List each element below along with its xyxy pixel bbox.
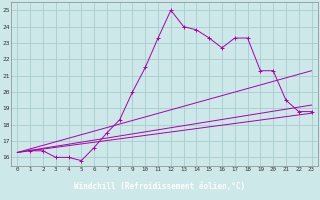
Text: Windchill (Refroidissement éolien,°C): Windchill (Refroidissement éolien,°C): [75, 182, 245, 192]
